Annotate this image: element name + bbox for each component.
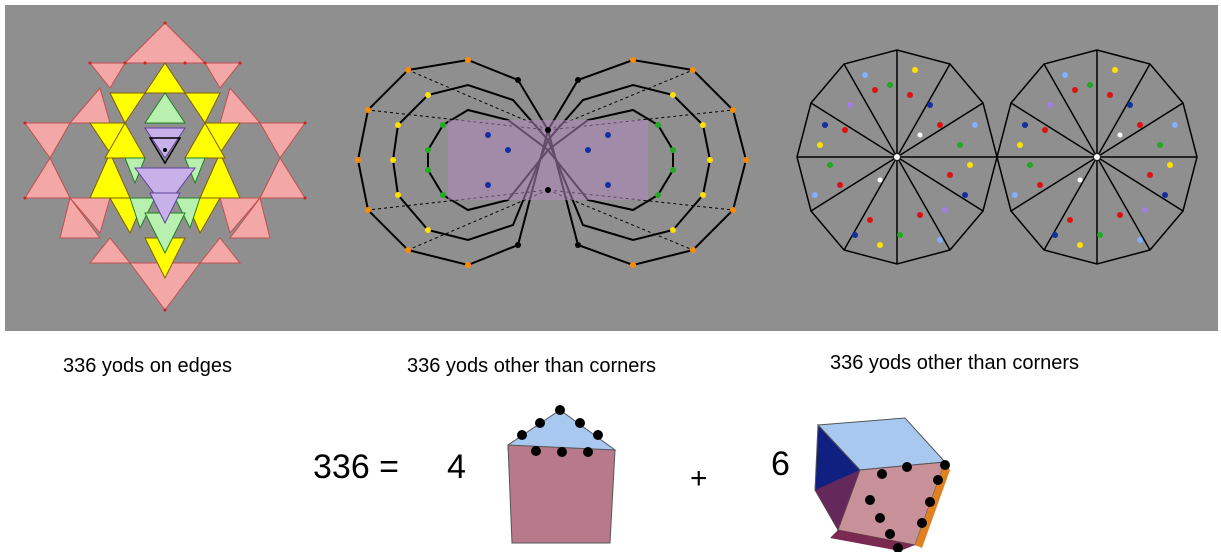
red-yods	[837, 87, 1153, 223]
bindu-point	[163, 148, 167, 152]
solid-yods	[865, 460, 950, 552]
green-yods	[425, 122, 676, 198]
caption-nested-polygons: 336 yods other than corners	[407, 355, 657, 377]
left-dodecagon	[796, 49, 998, 265]
blue-yods	[485, 132, 611, 188]
tetrahedral-solid-figure	[507, 405, 617, 544]
solid-yods	[517, 405, 603, 457]
yellow-yods	[390, 92, 713, 233]
orange-yods	[355, 57, 749, 268]
light-blue-yods	[812, 72, 1178, 243]
black-corner-yods	[515, 77, 581, 248]
coefficient-4: 4	[447, 448, 466, 486]
yellow-yods	[817, 67, 1173, 248]
green-triangles	[124, 92, 206, 255]
plus-sign: +	[690, 462, 708, 495]
inner-triangle	[148, 137, 182, 165]
dodecagons-figure	[796, 49, 1198, 265]
caption-yantra: 336 yods on edges	[63, 355, 233, 377]
coefficient-6: 6	[771, 445, 790, 483]
lavender-triangles	[134, 127, 196, 225]
caption-dodecagons: 336 yods other than corners	[830, 352, 1080, 374]
cubic-solid-figure	[814, 417, 950, 552]
outer-pink-triangles	[24, 22, 306, 311]
yellow-triangles	[89, 62, 241, 280]
equation-lhs: 336 =	[313, 448, 400, 486]
white-yods	[877, 132, 1123, 183]
green-yods	[827, 82, 1163, 238]
central-lavender-region	[448, 120, 648, 200]
right-dodecagon	[996, 49, 1198, 265]
sri-yantra-figure	[23, 21, 307, 312]
purple-yods	[847, 102, 1148, 213]
nested-polygons-figure	[355, 57, 749, 268]
edge-yods	[23, 21, 307, 312]
blue-yods	[822, 102, 1168, 238]
